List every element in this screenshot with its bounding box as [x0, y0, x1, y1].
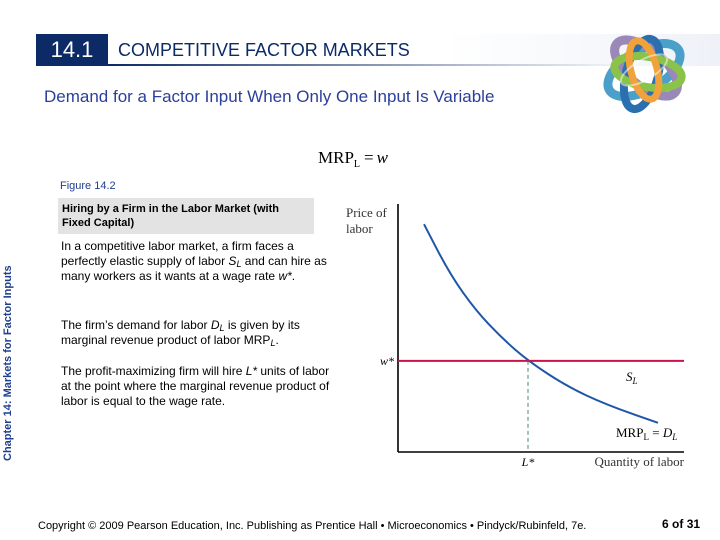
- formula-lhs: MRP: [318, 148, 354, 167]
- chart-x-axis-label: Quantity of labor: [594, 454, 684, 469]
- interlocking-rings-logo-icon: [603, 34, 686, 114]
- formula-operator: =: [364, 148, 374, 167]
- paragraph-labor-demand: The firm’s demand for labor DL is given …: [61, 318, 300, 348]
- paragraph-labor-supply: In a competitive labor market, a firm fa…: [61, 239, 327, 283]
- footer-copyright: Copyright © 2009 Pearson Education, Inc.…: [38, 520, 587, 532]
- formula-lhs-subscript: L: [353, 159, 361, 170]
- chapter-sidebar-label: Chapter 14: Markets for Factor Inputs: [2, 265, 14, 461]
- chart-y-axis-label-line1: Price of: [346, 205, 387, 220]
- demand-symbol: D: [210, 318, 220, 332]
- figure-caption: Hiring by a Firm in the Labor Market (wi…: [58, 198, 314, 234]
- labor-quantity-symbol: L*: [245, 364, 258, 378]
- labor-market-chart: Price of labor w* L* Quantity of labor S…: [346, 204, 685, 469]
- header-rule: [108, 64, 628, 66]
- chart-y-axis-label-line2: labor: [346, 221, 373, 236]
- section-number-badge: 14.1: [36, 34, 108, 66]
- labor-tick-label: L*: [521, 455, 535, 469]
- demand-curve-mrp: [423, 223, 659, 424]
- paragraph-profit-max: The profit-maximizing firm will hire L* …: [61, 364, 330, 408]
- section-title: COMPETITIVE FACTOR MARKETS: [118, 40, 410, 60]
- supply-curve-label: SL: [626, 369, 638, 386]
- slide-subtitle: Demand for a Factor Input When Only One …: [44, 87, 495, 106]
- formula-rhs: w: [376, 148, 388, 167]
- page-number: 6 of 31: [662, 517, 701, 531]
- figure-label: Figure 14.2: [60, 180, 116, 192]
- wage-tick-label: w*: [380, 354, 394, 368]
- supply-symbol: S: [228, 254, 237, 268]
- wage-symbol: w*: [278, 269, 292, 283]
- mrp-formula: MRPL = w: [318, 148, 388, 170]
- demand-curve-label: MRPL = DL: [616, 425, 677, 442]
